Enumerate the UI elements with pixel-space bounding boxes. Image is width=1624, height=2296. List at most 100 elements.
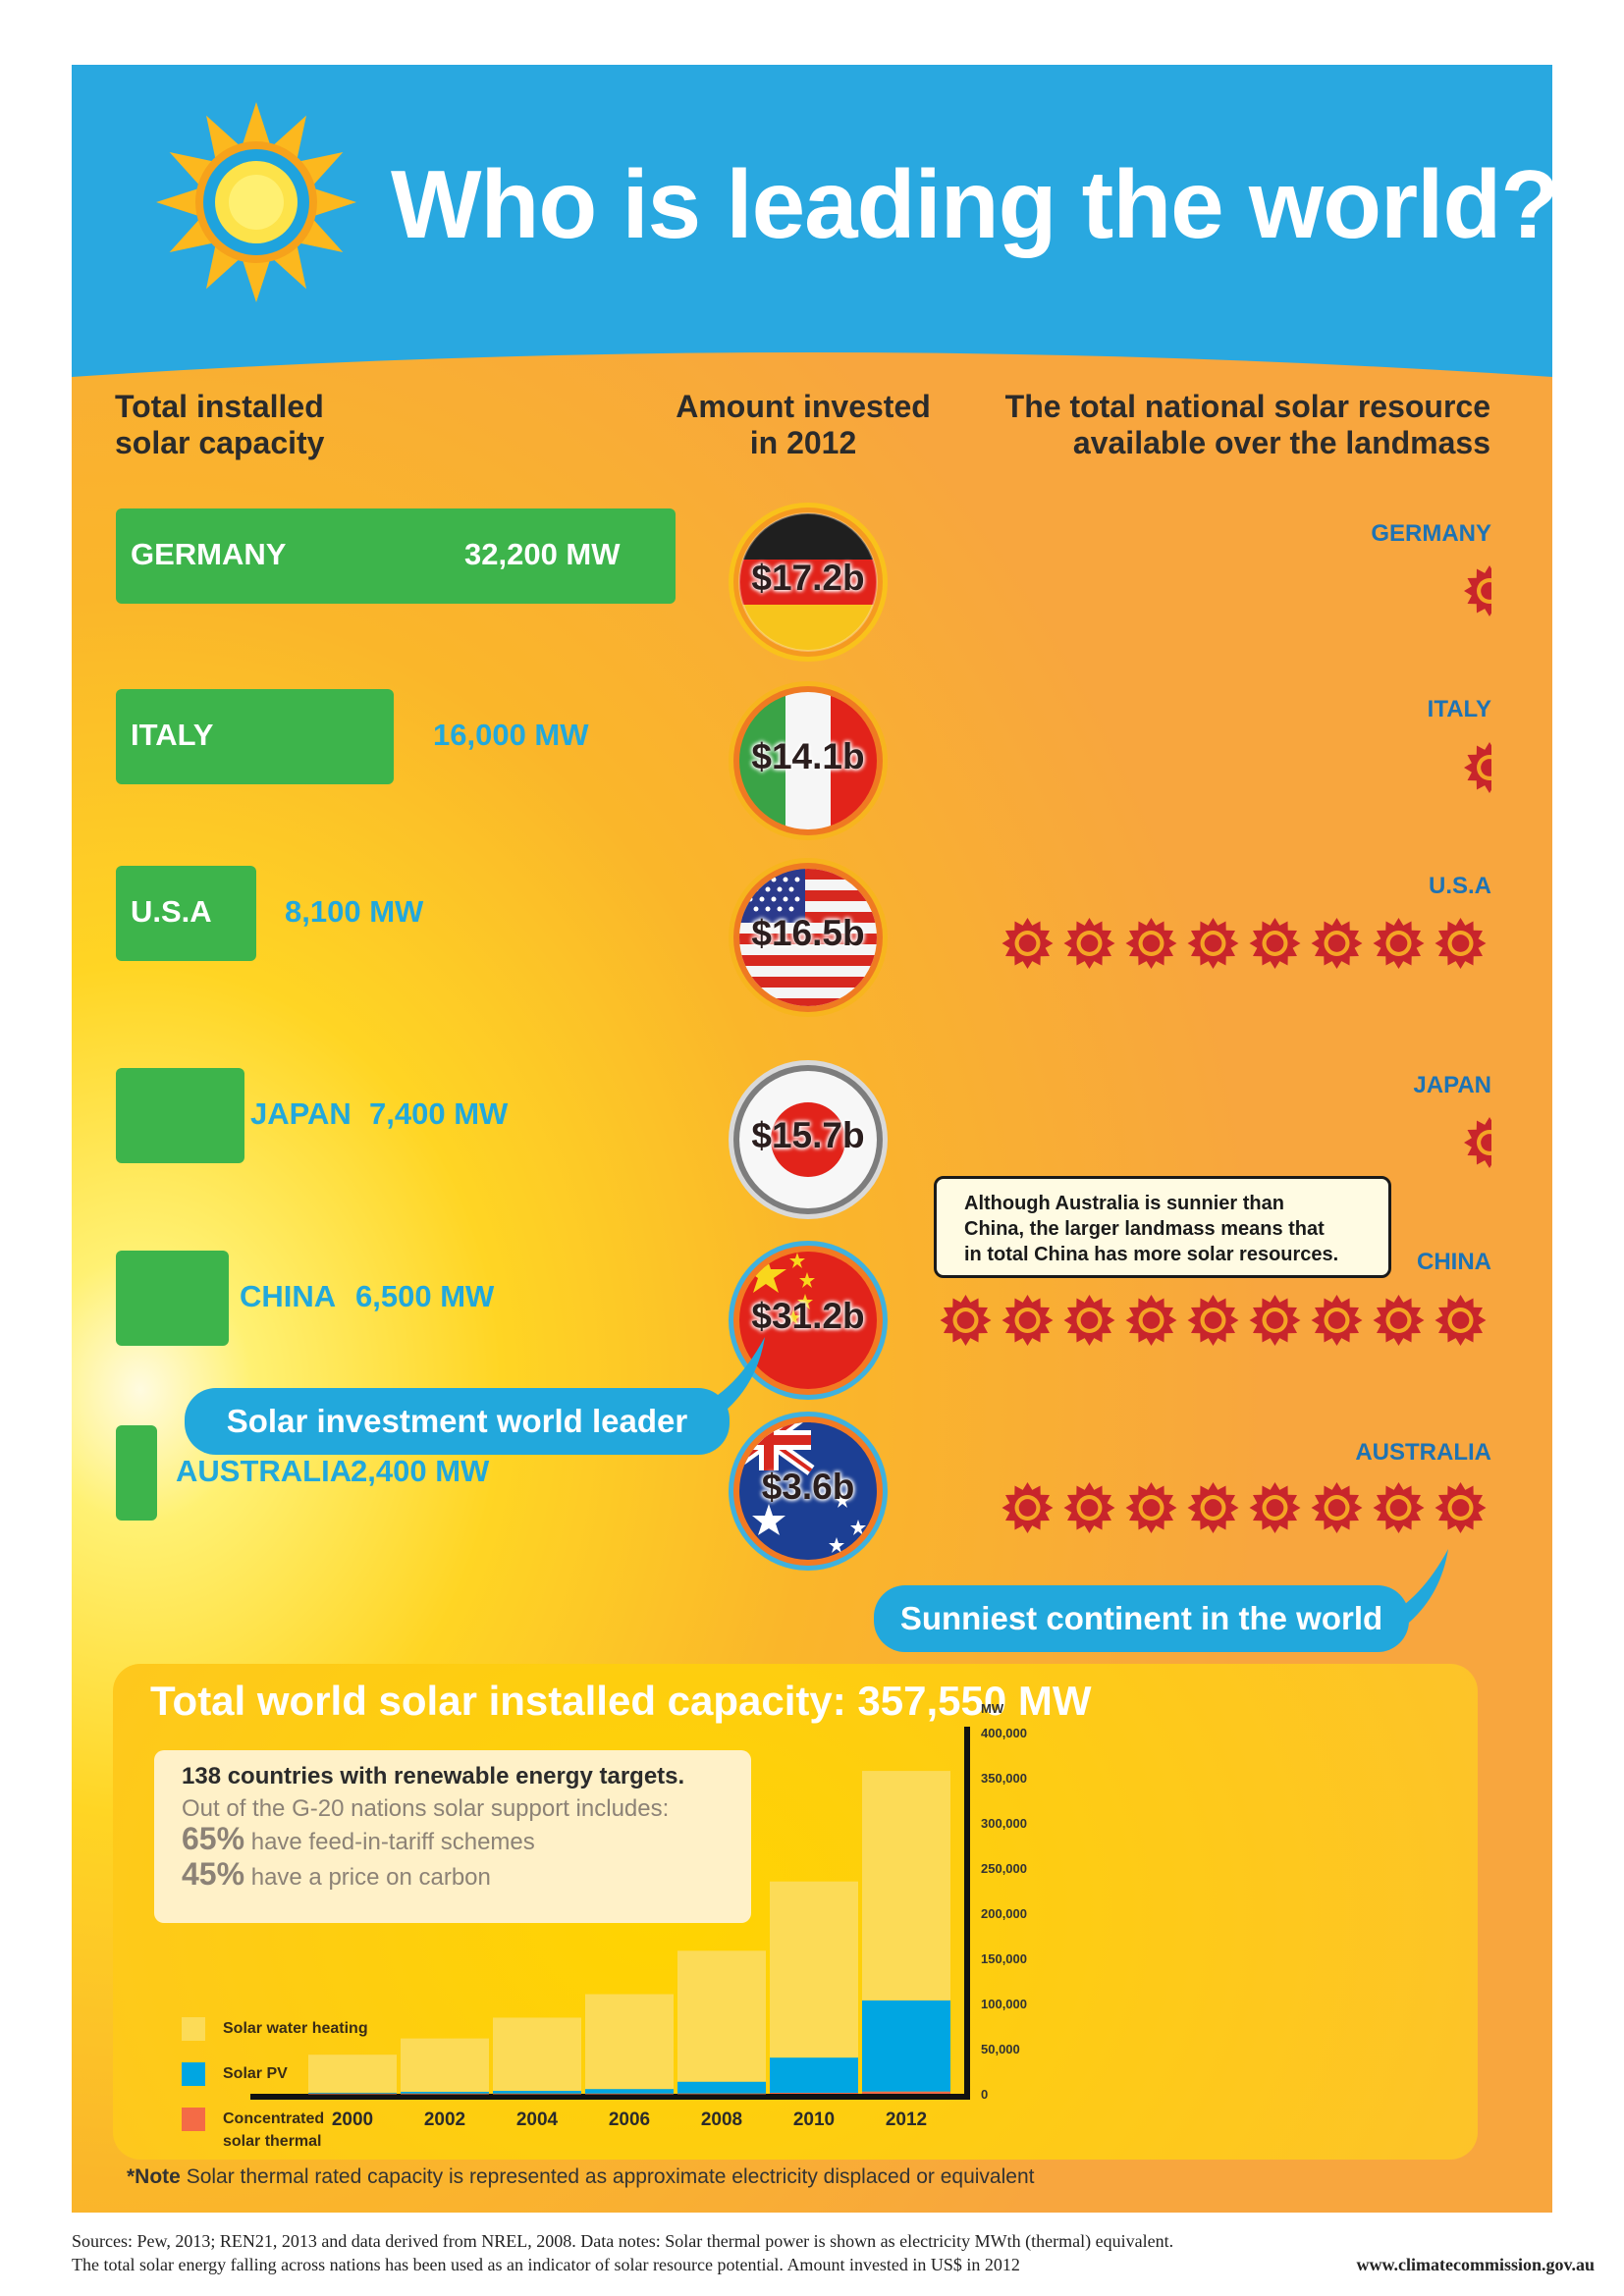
- bar-segment-concentrated-solar-thermal: [401, 2093, 489, 2095]
- bar-segment-solar-water-heating: [862, 1771, 950, 2001]
- legend-label-line: Concentrated: [223, 2110, 325, 2127]
- x-tick-label: 2008: [701, 2109, 742, 2130]
- resource-suns-italy: [1464, 742, 1491, 793]
- resource-sun-icon: [1435, 1295, 1487, 1346]
- resource-sun-icon: [1311, 1482, 1363, 1533]
- sun-ray: [242, 102, 271, 147]
- resource-label-china: CHINA: [1417, 1249, 1491, 1275]
- capacity-bar-italy: ITALY 16,000 MW: [116, 689, 589, 784]
- investment-amount: $17.2b: [751, 558, 865, 598]
- resource-label-italy: ITALY: [1427, 696, 1491, 722]
- carbon-price-stat: 45% have a price on carbon: [182, 1858, 751, 1892]
- x-tick-label: 2012: [886, 2109, 927, 2130]
- resource-header-line: The total national solar resource: [1004, 389, 1490, 424]
- y-tick-label: 0: [981, 2087, 988, 2102]
- footnote-text: Solar thermal rated capacity is represen…: [186, 2165, 1035, 2188]
- y-tick-label: 200,000: [981, 1906, 1027, 1921]
- investment-amount: $3.6b: [761, 1467, 855, 1507]
- resource-sun-icon: [1464, 742, 1491, 793]
- capacity-bar-japan: JAPAN 7,400 MW: [116, 1068, 508, 1163]
- resource-sun-icon: [1125, 1295, 1177, 1346]
- bar-segment-solar-water-heating: [401, 2038, 489, 2092]
- resource-header-line: available over the landmass: [1072, 425, 1490, 460]
- capacity-header-line: solar capacity: [115, 425, 325, 460]
- legend-water-heating: Solar water heating: [182, 2017, 368, 2041]
- china-flag-badge: $31.2b: [727, 1239, 890, 1402]
- resource-sun-icon: [1373, 1482, 1425, 1533]
- bar-segment-solar-pv: [770, 2057, 858, 2093]
- investment-column-header: Amount invested in 2012: [641, 389, 965, 461]
- resource-label-germany: GERMANY: [1371, 520, 1491, 547]
- world-capacity-panel: Total world solar installed capacity: 35…: [113, 1664, 1478, 2160]
- world-capacity-title: Total world solar installed capacity: 35…: [150, 1678, 1092, 1724]
- sunniest-callout: Sunniest continent in the world: [874, 1585, 1409, 1652]
- resource-column-header: The total national solar resource availa…: [985, 389, 1490, 461]
- targets-headline: 138 countries with renewable energy targ…: [182, 1763, 685, 1789]
- resource-sun-icon: [1311, 918, 1363, 969]
- resource-sun-icon: [1125, 918, 1177, 969]
- resource-sun-icon: [1001, 918, 1054, 969]
- capacity-bar-usa: U.S.A 8,100 MW: [116, 866, 423, 961]
- investment-amount: $31.2b: [751, 1296, 865, 1336]
- resource-sun-icon: [1311, 1295, 1363, 1346]
- australia-flag-badge: $3.6b: [727, 1410, 890, 1573]
- australia-china-note: Although Australia is sunnier than China…: [934, 1176, 1391, 1278]
- resource-suns-china: [940, 1295, 1487, 1346]
- policy-info-box: 138 countries with renewable energy targ…: [154, 1750, 751, 1923]
- resource-suns-australia: [1001, 1482, 1487, 1533]
- y-axis-label: MW: [981, 1701, 1004, 1716]
- resource-sun-icon: [1001, 1295, 1054, 1346]
- investment-header-line: Amount invested: [676, 389, 931, 424]
- capacity-stacked-bar-chart: MW 0 50,000 100,000 150,000 200,000 250,000 300…: [250, 1701, 1027, 2130]
- legend-label: Concentrated solar thermal: [223, 2108, 324, 2153]
- italy-flag-badge: $14.1b: [727, 679, 890, 842]
- resource-sun-icon: [1249, 918, 1301, 969]
- resource-sun-icon: [1464, 565, 1491, 616]
- capacity-header-line: Total installed: [115, 389, 324, 424]
- fit-text: have feed-in-tariff schemes: [250, 1829, 535, 1855]
- bar-segment-solar-pv: [308, 2092, 397, 2094]
- x-tick-label: 2000: [332, 2109, 373, 2130]
- japan-flag-badge: $15.7b: [727, 1058, 890, 1221]
- y-tick-label: 250,000: [981, 1861, 1027, 1876]
- resource-sun-icon: [1464, 1117, 1491, 1168]
- resource-sun-icon: [1063, 1295, 1115, 1346]
- x-tick-label: 2004: [516, 2109, 559, 2130]
- bar-value-label: 7,400 MW: [369, 1096, 509, 1131]
- capacity-column-header: Total installed solar capacity: [115, 389, 439, 461]
- sources-line: The total solar energy falling across na…: [72, 2255, 1020, 2274]
- resource-label-usa: U.S.A: [1428, 873, 1491, 899]
- bar-segment-solar-pv: [401, 2091, 489, 2094]
- bar-value-label: 8,100 MW: [285, 894, 424, 929]
- resource-label-australia: AUSTRALIA: [1355, 1439, 1491, 1466]
- bar-value-label: 6,500 MW: [355, 1279, 495, 1313]
- bar-segment-solar-water-heating: [493, 2017, 581, 2091]
- website-url: www.climatecommission.gov.au: [1356, 2255, 1596, 2274]
- bar-segment-solar-water-heating: [585, 1994, 674, 2090]
- legend-label: Solar PV: [223, 2065, 288, 2082]
- y-tick-label: 50,000: [981, 2042, 1020, 2056]
- bar-segment-solar-water-heating: [770, 1881, 858, 2058]
- sources-text: Sources: Pew, 2013; REN21, 2013 and data…: [72, 2229, 1173, 2276]
- x-tick-label: 2010: [793, 2109, 835, 2130]
- investment-header-line: in 2012: [749, 425, 857, 460]
- y-tick-label: 400,000: [981, 1726, 1027, 1740]
- resource-sun-icon: [940, 1295, 992, 1346]
- legend-swatch: [182, 2017, 205, 2041]
- bar-segment-solar-pv: [677, 2081, 766, 2094]
- bar-country-label: ITALY: [131, 718, 214, 752]
- investment-amount: $15.7b: [751, 1115, 865, 1155]
- resource-sun-icon: [1249, 1482, 1301, 1533]
- fit-percent: 65%: [182, 1821, 245, 1856]
- x-tick-label: 2002: [424, 2109, 465, 2130]
- title-banner: [72, 65, 1552, 377]
- chart-footnote: *Note Solar thermal rated capacity is re…: [127, 2165, 1034, 2189]
- y-tick-label: 300,000: [981, 1816, 1027, 1831]
- legend-csp: Concentrated solar thermal: [182, 2108, 324, 2153]
- bar-country-label: CHINA: [240, 1279, 337, 1313]
- resource-sun-icon: [1187, 1295, 1239, 1346]
- bar-segment-concentrated-solar-thermal: [770, 2092, 858, 2094]
- resource-suns-japan: [1464, 1117, 1491, 1168]
- resource-sun-icon: [1249, 1295, 1301, 1346]
- y-tick-label: 150,000: [981, 1951, 1027, 1966]
